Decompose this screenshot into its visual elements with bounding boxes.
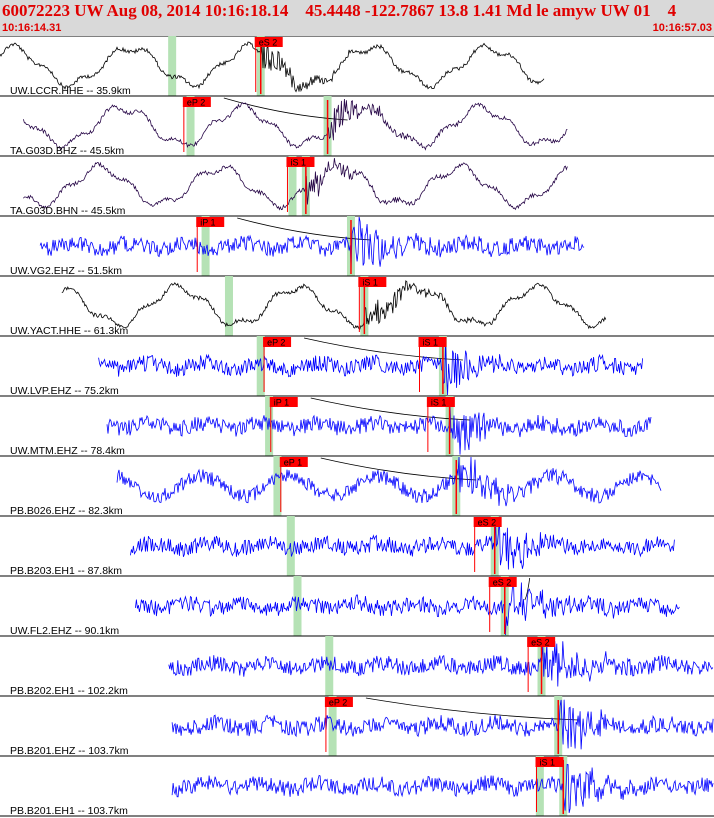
waveform-line <box>130 516 675 570</box>
pick-label: eS 2 <box>493 578 512 588</box>
travel-time-curve <box>365 697 579 721</box>
travel-time-curve <box>310 397 470 421</box>
waveform-line <box>61 280 607 330</box>
pick-label: iS 1 <box>423 338 439 348</box>
end-time-label: 10:16:57.03 <box>652 22 712 34</box>
station-label: UW.YACT.HHE -- 61.3km <box>10 325 128 337</box>
pick-label: eS 2 <box>259 38 278 48</box>
waveform-line <box>135 578 680 636</box>
window-band <box>201 216 210 276</box>
pick-box <box>269 397 298 407</box>
pick-label: iS 1 <box>290 158 306 168</box>
station-label: TA.G03D.BHZ -- 45.5km <box>10 145 124 157</box>
station-label: PB.B201.EHZ -- 103.7km <box>10 745 129 757</box>
pick-box <box>254 37 283 47</box>
pick-label: eS 2 <box>478 518 497 528</box>
station-label: PB.B203.EH1 -- 87.8km <box>10 565 122 577</box>
pick-box <box>488 577 517 587</box>
pick-label: eP 2 <box>187 98 205 108</box>
pick-box <box>196 217 225 227</box>
station-label: UW.LVP.EHZ -- 75.2km <box>10 385 119 397</box>
window-band <box>168 36 177 96</box>
waveform-line <box>39 216 585 269</box>
event-title: 60072223 UW Aug 08, 2014 10:16:18.14 45.… <box>2 1 677 20</box>
window-band <box>186 96 195 156</box>
waveform-line <box>116 456 662 507</box>
header-bar: 60072223 UW Aug 08, 2014 10:16:18.14 45.… <box>0 0 714 36</box>
pick-label: iS 1 <box>362 278 378 288</box>
pick-box <box>418 337 447 347</box>
window-band <box>273 456 282 516</box>
seismogram-plot: eS 2 UW.LCCR.HHE -- 35.9km eP 2 TA.G03D.BHZ… <box>0 36 714 817</box>
pick-box <box>358 277 387 287</box>
waveform-line <box>168 641 714 687</box>
pick-box <box>535 757 564 767</box>
pick-label: eP 2 <box>267 338 285 348</box>
waveform-line <box>98 339 643 396</box>
travel-time-curve <box>303 337 463 361</box>
station-label: UW.VG2.EHZ -- 51.5km <box>10 265 122 277</box>
waveform-line <box>0 41 545 93</box>
waveform-line <box>106 404 652 455</box>
window-band <box>288 156 297 216</box>
window-band <box>265 396 274 456</box>
pick-label: eP 1 <box>284 458 302 468</box>
station-label: PB.B202.EH1 -- 102.2km <box>10 685 128 697</box>
pick-box <box>426 397 455 407</box>
pick-label: eS 2 <box>531 638 550 648</box>
pick-box <box>473 517 502 527</box>
station-label: PB.B026.EHZ -- 82.3km <box>10 505 123 517</box>
waveform-line <box>171 699 714 750</box>
pick-box <box>182 97 211 107</box>
waveform-line <box>23 157 568 211</box>
pick-box <box>527 637 556 647</box>
pick-box <box>286 157 315 167</box>
start-time-label: 10:16:14.31 <box>2 22 62 34</box>
pick-label: iS 1 <box>540 758 556 768</box>
station-label: UW.FL2.EHZ -- 90.1km <box>10 625 119 637</box>
pick-box <box>324 697 353 707</box>
station-label: UW.MTM.EHZ -- 78.4km <box>10 445 125 457</box>
travel-time-curve <box>237 217 372 241</box>
station-label: TA.G03D.BHN -- 45.5km <box>10 205 126 217</box>
waveform-line <box>23 98 568 151</box>
window-band <box>256 336 265 396</box>
station-label: PB.B201.EH1 -- 103.7km <box>10 805 128 817</box>
travel-time-curve <box>320 457 477 481</box>
window-band <box>224 276 233 336</box>
pick-label: iS 1 <box>431 398 447 408</box>
pick-label: iP 1 <box>200 218 215 228</box>
pick-box <box>279 457 308 467</box>
station-label: UW.LCCR.HHE -- 35.9km <box>10 85 131 97</box>
pick-label: eP 2 <box>329 698 347 708</box>
travel-time-curve <box>524 577 531 601</box>
pick-box <box>263 337 292 347</box>
waveform-line <box>171 763 714 813</box>
pick-label: iP 1 <box>274 398 289 408</box>
